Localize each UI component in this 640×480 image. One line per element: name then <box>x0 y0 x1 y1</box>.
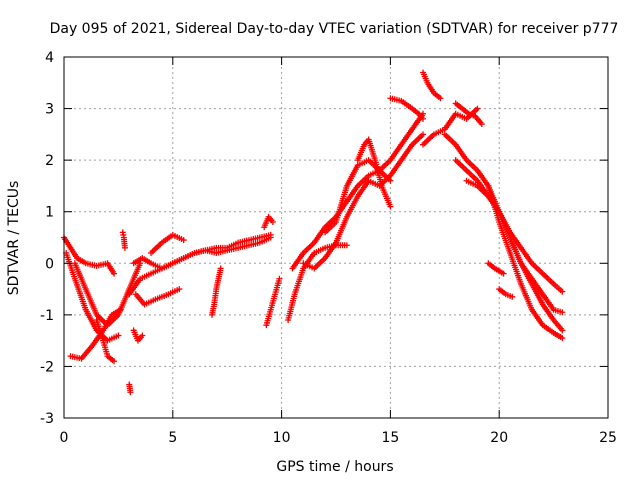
y-axis-label: SDTVAR / TECUs <box>6 181 22 296</box>
plot-frame <box>63 56 609 419</box>
chart-title: Day 095 of 2021, Sidereal Day-to-day VTE… <box>50 21 619 37</box>
data-point <box>509 293 516 300</box>
data-point <box>559 288 566 295</box>
data-point <box>343 242 350 249</box>
data-point <box>420 131 427 138</box>
grid-layer <box>64 57 608 418</box>
data-point <box>111 358 118 365</box>
data-point <box>176 286 183 293</box>
data-point <box>559 309 566 316</box>
data-point <box>387 177 394 184</box>
x-tick-label: 25 <box>599 430 617 446</box>
data-point <box>115 332 122 339</box>
data-point <box>387 203 394 210</box>
data-point <box>127 389 134 396</box>
data-layer <box>61 69 566 396</box>
data-point <box>500 270 507 277</box>
y-tick-label: 2 <box>45 153 54 169</box>
x-axis-label: GPS time / hours <box>276 459 393 475</box>
data-point <box>217 265 224 272</box>
data-point <box>276 275 283 282</box>
y-tick-label: -1 <box>40 308 54 324</box>
y-tick-label: 0 <box>45 256 54 272</box>
data-point <box>437 95 444 102</box>
x-tick-label: 0 <box>60 430 69 446</box>
data-point <box>478 121 485 128</box>
data-point <box>420 115 427 122</box>
data-point <box>111 270 118 277</box>
y-tick-label: 4 <box>45 50 54 66</box>
y-tick-label: -2 <box>40 359 54 375</box>
data-point <box>474 105 481 112</box>
data-point <box>139 332 146 339</box>
tick-layer: 0 5 10 15 20 25 -3 -2 -1 0 1 2 3 4 <box>40 50 617 446</box>
data-point <box>559 335 566 342</box>
y-tick-label: 3 <box>45 102 54 118</box>
data-point <box>267 234 274 241</box>
x-tick-label: 20 <box>490 430 508 446</box>
y-tick-label: -3 <box>40 411 54 427</box>
data-point <box>559 327 566 334</box>
data-point <box>121 244 128 251</box>
x-tick-label: 10 <box>273 430 291 446</box>
x-tick-label: 5 <box>168 430 177 446</box>
data-point <box>269 219 276 226</box>
y-tick-label: 1 <box>45 205 54 221</box>
x-tick-label: 15 <box>381 430 399 446</box>
data-point <box>180 237 187 244</box>
